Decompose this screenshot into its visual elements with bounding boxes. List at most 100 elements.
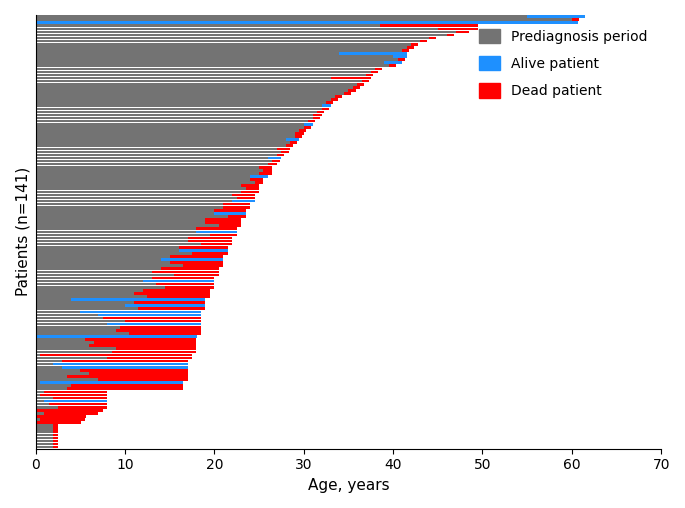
- Bar: [71, 298, 206, 301]
- Bar: [438, 27, 478, 30]
- Bar: [36, 424, 53, 427]
- Bar: [255, 181, 264, 184]
- Bar: [295, 135, 302, 138]
- Bar: [36, 30, 456, 33]
- Bar: [53, 397, 107, 399]
- Bar: [36, 181, 255, 184]
- Bar: [116, 347, 197, 350]
- Bar: [308, 120, 315, 122]
- Bar: [36, 283, 156, 285]
- Bar: [179, 249, 227, 251]
- Bar: [36, 117, 312, 119]
- Bar: [366, 74, 373, 76]
- Bar: [36, 83, 358, 85]
- Bar: [36, 43, 411, 46]
- Bar: [107, 357, 192, 359]
- Bar: [36, 102, 326, 104]
- Bar: [36, 403, 49, 405]
- Bar: [36, 206, 223, 209]
- Bar: [36, 68, 375, 70]
- Bar: [36, 354, 40, 356]
- Bar: [36, 443, 53, 446]
- Bar: [179, 246, 227, 248]
- Bar: [36, 126, 303, 129]
- Bar: [188, 237, 232, 239]
- Bar: [192, 252, 227, 255]
- Bar: [49, 403, 107, 405]
- Bar: [45, 391, 107, 393]
- Bar: [232, 194, 255, 196]
- Bar: [36, 141, 290, 144]
- Bar: [223, 203, 250, 205]
- Bar: [36, 157, 268, 160]
- Bar: [232, 200, 255, 202]
- Bar: [429, 37, 436, 40]
- Bar: [36, 258, 161, 261]
- Bar: [125, 320, 201, 323]
- Bar: [107, 323, 201, 326]
- Bar: [420, 40, 427, 43]
- Bar: [103, 316, 201, 320]
- Bar: [53, 433, 58, 436]
- Bar: [36, 406, 58, 408]
- Bar: [36, 58, 397, 61]
- Bar: [321, 105, 331, 107]
- Bar: [326, 102, 333, 104]
- Bar: [36, 341, 94, 344]
- Bar: [36, 338, 85, 341]
- Bar: [36, 347, 116, 350]
- Bar: [94, 341, 197, 344]
- Bar: [62, 360, 188, 362]
- Bar: [36, 89, 349, 91]
- Bar: [156, 283, 214, 285]
- Bar: [358, 83, 364, 85]
- Bar: [53, 430, 58, 433]
- Bar: [36, 240, 188, 242]
- Bar: [268, 157, 282, 160]
- Bar: [36, 375, 67, 378]
- Bar: [36, 301, 134, 304]
- Bar: [36, 378, 98, 381]
- Bar: [188, 240, 232, 242]
- Bar: [36, 310, 80, 313]
- Bar: [36, 71, 371, 73]
- Bar: [183, 264, 223, 267]
- Bar: [36, 105, 321, 107]
- Bar: [36, 184, 241, 187]
- Bar: [36, 150, 282, 153]
- Bar: [36, 264, 183, 267]
- Bar: [349, 89, 356, 91]
- Bar: [36, 37, 429, 40]
- Bar: [36, 385, 71, 387]
- Bar: [36, 351, 112, 353]
- Bar: [138, 307, 206, 310]
- Bar: [36, 391, 45, 393]
- Bar: [411, 43, 418, 46]
- Bar: [36, 261, 170, 264]
- Bar: [36, 212, 214, 215]
- Bar: [36, 332, 129, 335]
- Bar: [121, 326, 201, 329]
- Bar: [36, 295, 147, 298]
- Bar: [36, 95, 335, 98]
- Bar: [36, 55, 393, 58]
- Bar: [210, 234, 237, 236]
- Bar: [197, 228, 237, 230]
- Bar: [161, 268, 219, 270]
- Bar: [277, 147, 290, 150]
- Bar: [40, 394, 107, 396]
- Bar: [572, 18, 579, 21]
- Bar: [170, 255, 223, 258]
- Bar: [112, 351, 197, 353]
- Bar: [40, 382, 183, 384]
- Bar: [58, 406, 107, 408]
- Bar: [277, 153, 284, 156]
- Bar: [152, 277, 214, 279]
- Bar: [67, 388, 183, 390]
- Bar: [362, 80, 369, 82]
- Bar: [36, 200, 232, 202]
- Bar: [303, 123, 312, 125]
- Bar: [36, 400, 45, 402]
- Bar: [174, 274, 219, 276]
- Bar: [379, 24, 478, 27]
